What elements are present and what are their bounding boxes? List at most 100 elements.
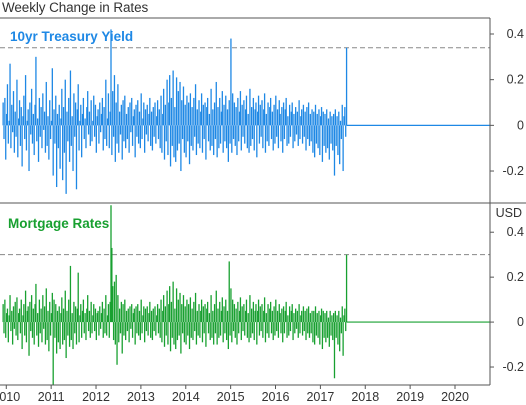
bar-0-102: [90, 100, 92, 126]
bar-1-392: [340, 322, 343, 334]
bar-1-217: [189, 297, 192, 323]
bar-1-388: [337, 322, 339, 345]
bar-1-125: [110, 205, 112, 323]
bar-0-296: [257, 95, 260, 126]
bar-0-343: [298, 100, 300, 126]
bar-0-32: [30, 125, 32, 135]
bar-0-152: [133, 109, 135, 126]
bar-1-267: [232, 322, 235, 332]
bar-0-14: [14, 111, 16, 126]
bar-0-30: [28, 125, 30, 172]
bar-0-212: [185, 125, 187, 158]
bar-0-134: [118, 125, 120, 153]
bar-1-1: [3, 322, 5, 334]
bar-0-99: [87, 125, 90, 135]
bar-1-5: [6, 308, 9, 323]
bar-1-372: [323, 322, 325, 338]
bar-0-43: [39, 125, 41, 137]
bar-0-6: [7, 125, 9, 144]
bar-0-338: [294, 125, 296, 142]
bar-0-383: [332, 113, 335, 126]
bar-0-314: [273, 104, 275, 126]
bar-1-120: [106, 322, 108, 336]
bar-0-53: [48, 125, 50, 160]
bar-1-56: [50, 313, 53, 323]
bar-0-361: [313, 125, 316, 158]
bar-0-126: [111, 125, 113, 156]
bar-0-390: [339, 125, 341, 165]
y-tick-label-0-2: 0: [517, 118, 524, 132]
bar-1-161: [141, 322, 143, 334]
bar-0-187: [163, 125, 166, 160]
bar-0-381: [331, 116, 333, 126]
bar-0-38: [35, 56, 37, 126]
bar-1-140: [123, 322, 125, 336]
bar-0-2: [4, 97, 6, 126]
bar-0-76: [68, 97, 70, 126]
bar-1-323: [281, 308, 283, 323]
bar-1-79: [70, 322, 72, 341]
bar-0-208: [181, 125, 184, 140]
bar-1-39: [36, 322, 38, 336]
bar-0-34: [31, 125, 34, 144]
bar-1-71: [63, 322, 66, 341]
bar-1-315: [274, 322, 276, 336]
bar-0-108: [95, 125, 97, 153]
bar-0-169: [148, 113, 150, 126]
bar-1-253: [220, 310, 223, 323]
bar-0-189: [165, 125, 167, 142]
bar-0-75: [67, 125, 69, 142]
bar-0-18: [18, 118, 20, 126]
bar-0-198: [173, 125, 175, 158]
bar-0-252: [219, 125, 222, 144]
bar-0-245: [213, 102, 216, 126]
bar-0-248: [216, 125, 218, 158]
bar-1-117: [103, 308, 105, 323]
bar-0-359: [312, 125, 314, 153]
bar-0-351: [305, 125, 307, 151]
bar-1-282: [245, 299, 248, 323]
bar-0-180: [157, 125, 160, 140]
bar-1-108: [95, 322, 97, 341]
x-tick-label-10: 2020: [441, 390, 469, 404]
bar-0-179: [156, 100, 159, 126]
bar-1-58: [52, 322, 54, 385]
bar-0-242: [211, 125, 213, 146]
bar-0-283: [246, 125, 248, 149]
bar-0-104: [92, 120, 94, 126]
bar-0-234: [204, 102, 206, 126]
bar-0-241: [210, 88, 212, 126]
bar-1-274: [238, 310, 241, 323]
bar-0-299: [260, 125, 262, 137]
bar-1-228: [199, 322, 201, 338]
bar-0-380: [330, 125, 332, 144]
bar-1-277: [241, 306, 243, 323]
bar-0-345: [300, 116, 302, 126]
bar-0-145: [127, 107, 129, 126]
bar-0-142: [125, 125, 127, 149]
bar-1-88: [78, 322, 80, 343]
bar-1-361: [313, 322, 316, 345]
bar-0-200: [175, 125, 177, 162]
reference-lines: [0, 47, 490, 323]
bar-0-280: [244, 125, 246, 144]
bar-1-226: [197, 322, 199, 336]
bar-1-316: [275, 299, 277, 323]
bar-0-277: [241, 104, 243, 126]
bar-1-107: [94, 308, 97, 323]
bar-1-237: [206, 301, 209, 323]
bar-0-229: [200, 111, 202, 126]
bar-1-197: [172, 281, 174, 323]
bar-1-360: [313, 310, 315, 323]
bar-0-231: [201, 125, 204, 153]
bar-0-188: [164, 104, 167, 126]
bar-0-74: [66, 111, 68, 126]
bar-1-29: [27, 306, 29, 323]
bar-1-231: [201, 322, 204, 343]
bar-0-301: [262, 125, 264, 149]
bar-1-166: [145, 322, 148, 332]
bar-1-8: [9, 295, 11, 323]
bar-1-101: [89, 322, 91, 338]
bar-0-58: [52, 125, 54, 176]
bar-0-117: [103, 107, 105, 126]
